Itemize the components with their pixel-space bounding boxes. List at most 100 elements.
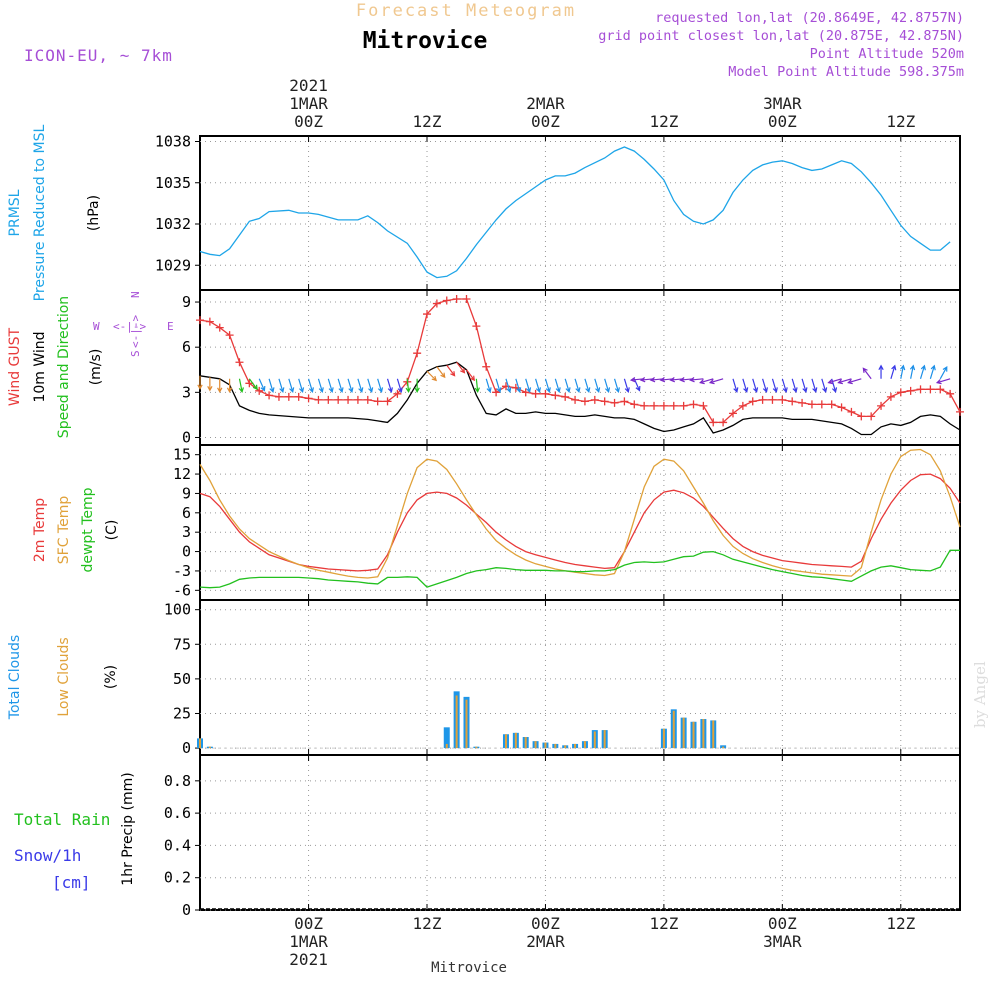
low-cloud-bar — [662, 728, 665, 749]
low-cloud-bar — [564, 745, 567, 749]
low-cloud-bar — [208, 746, 211, 749]
y-tick-label: 1035 — [155, 174, 191, 192]
gust-marker — [699, 401, 708, 410]
low-cloud-bar — [199, 738, 201, 749]
time-label-top: 2MAR — [526, 94, 565, 113]
low-cloud-bar — [574, 743, 577, 749]
axis-label: Speed and Direction — [56, 296, 72, 438]
wind-direction-arrow — [771, 378, 778, 393]
wind-direction-arrow — [862, 367, 872, 380]
y-tick-label: 0 — [182, 543, 191, 561]
gust-marker — [225, 331, 234, 340]
wind-direction-arrow — [847, 378, 862, 385]
axis-label: SFC Temp — [56, 496, 72, 565]
series-line — [199, 298, 961, 424]
gust-marker — [324, 395, 333, 404]
time-label-bottom: 12Z — [886, 914, 915, 933]
wind-direction-arrow — [485, 378, 492, 393]
wind-direction-arrow — [258, 378, 266, 392]
info-model-altitude: Model Point Altitude 598.375m — [728, 64, 964, 80]
low-cloud-bar — [672, 710, 675, 749]
wind-direction-arrow — [515, 378, 522, 393]
time-label-top: 2021 — [289, 76, 328, 95]
y-tick-label: 0.6 — [164, 804, 191, 822]
axis-label: 1hr Precip (mm) — [120, 772, 136, 885]
wind-direction-arrow — [357, 378, 364, 393]
wind-direction-arrow — [327, 378, 334, 393]
gust-marker — [679, 401, 688, 410]
wind-direction-arrow — [377, 378, 384, 393]
gust-marker — [482, 362, 491, 371]
wind-direction-arrow — [762, 378, 769, 393]
gust-marker — [620, 397, 629, 406]
gust-marker — [659, 401, 668, 410]
gust-marker — [778, 395, 787, 404]
y-tick-label: 0 — [182, 428, 191, 446]
compass-west: W — [93, 320, 100, 333]
low-cloud-bar — [475, 746, 478, 749]
time-label-bottom: 3MAR — [763, 932, 802, 951]
y-tick-label: 0.2 — [164, 869, 191, 887]
wind-direction-arrow — [939, 365, 948, 380]
axis-label: (hPa) — [86, 195, 102, 231]
y-tick-label: 9 — [182, 484, 191, 502]
wind-direction-arrow — [900, 364, 906, 379]
gust-marker — [837, 403, 846, 412]
info-point-altitude: Point Altitude 520m — [810, 46, 964, 62]
y-tick-label: 75 — [173, 635, 191, 653]
axis-label: (m/s) — [88, 349, 104, 386]
gust-marker — [867, 412, 876, 421]
gust-marker — [600, 397, 609, 406]
wind-direction-arrow — [909, 364, 916, 379]
low-cloud-bar — [514, 732, 517, 749]
precip-legend-label: Snow/1h — [14, 846, 81, 865]
wind-direction-arrow — [929, 364, 936, 379]
wind-direction-arrow — [197, 375, 203, 391]
y-tick-label: -6 — [173, 581, 191, 599]
panel-wind: 0 3 6 9 Wind GUST 10m Wind Speed and Direction… — [7, 289, 964, 446]
series-line — [199, 361, 961, 436]
wind-direction-arrow — [217, 378, 223, 394]
compass-ew-arrows: <-|-> — [113, 320, 146, 333]
gust-marker — [353, 395, 362, 404]
y-tick-label: 1038 — [155, 133, 191, 151]
gust-marker — [936, 385, 945, 394]
wind-direction-arrow — [781, 378, 788, 393]
gust-marker — [462, 295, 471, 304]
wind-direction-arrow — [347, 378, 354, 393]
time-label-top: 3MAR — [763, 94, 802, 113]
gust-marker — [314, 395, 323, 404]
wind-direction-arrow — [207, 377, 213, 392]
wind-direction-arrow — [821, 378, 828, 393]
time-label-top: 00Z — [531, 112, 560, 131]
wind-direction-arrow — [466, 369, 476, 382]
gust-marker — [363, 395, 372, 404]
wind-direction-arrow — [226, 378, 233, 394]
gust-marker — [926, 385, 935, 394]
y-tick-label: 15 — [173, 446, 191, 464]
wind-direction-arrow — [935, 378, 951, 385]
gust-marker — [650, 401, 659, 410]
gust-marker — [827, 400, 836, 409]
y-tick-label: 9 — [182, 293, 191, 311]
gust-marker — [393, 389, 402, 398]
wind-direction-arrow — [742, 378, 749, 393]
wind-direction-arrow — [436, 366, 446, 379]
footer-location: Mitrovice — [431, 960, 507, 976]
axis-label: 10m Wind — [32, 331, 48, 402]
wind-direction-arrow — [386, 378, 393, 393]
low-cloud-bar — [445, 743, 448, 749]
wind-direction-arrow — [708, 378, 724, 385]
gust-marker — [521, 388, 530, 397]
time-label-bottom: 12Z — [413, 914, 442, 933]
wind-direction-arrow — [337, 378, 344, 393]
wind-direction-arrow — [288, 378, 295, 393]
axis-label: (C) — [104, 520, 120, 541]
time-label-top: 00Z — [768, 112, 797, 131]
gust-marker — [788, 397, 797, 406]
time-label-bottom: 12Z — [649, 914, 678, 933]
gust-marker — [452, 295, 461, 304]
gust-marker — [590, 395, 599, 404]
gust-marker — [235, 358, 244, 367]
